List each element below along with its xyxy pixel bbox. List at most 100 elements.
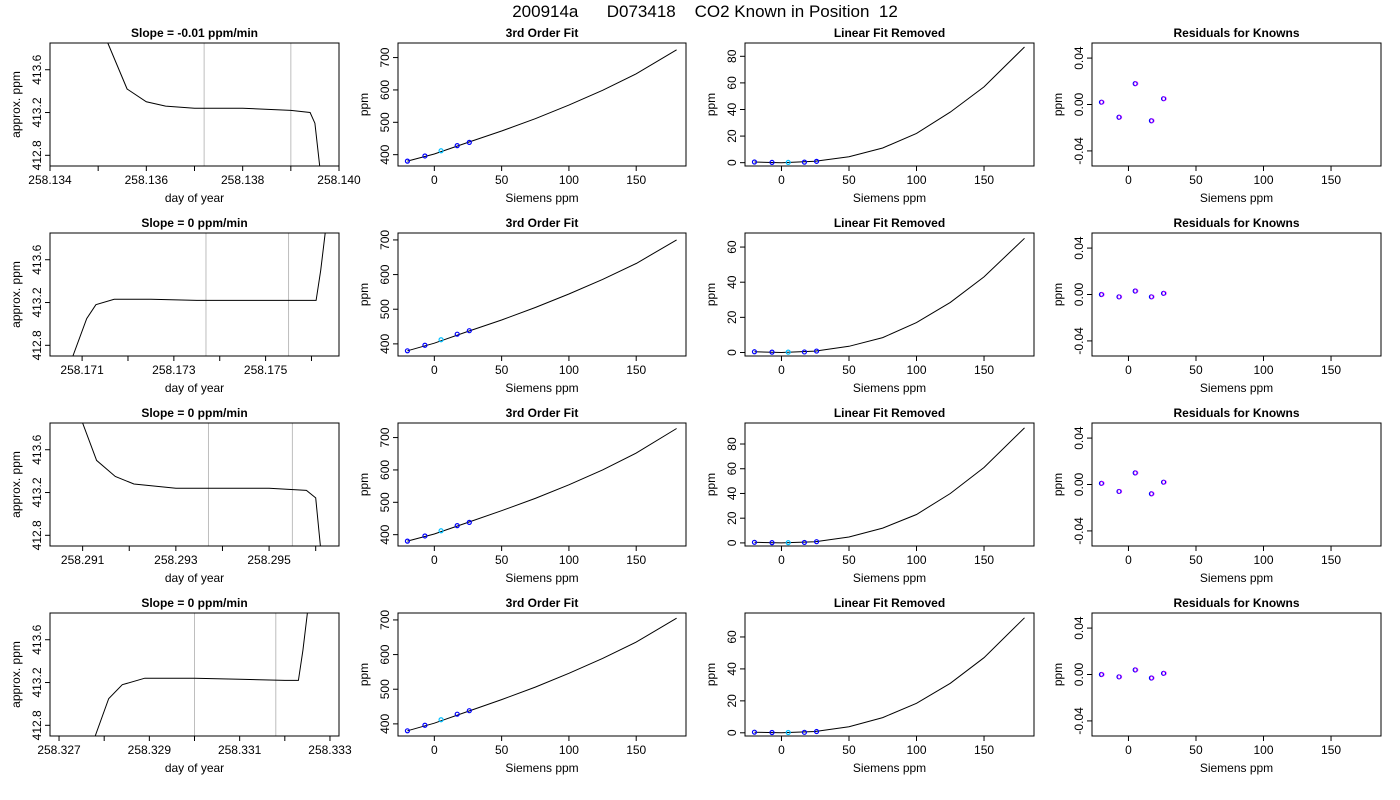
- x-tick-label: 150: [626, 743, 646, 757]
- data-point: [751, 539, 758, 545]
- panel: Linear Fit Removed 0 50 100 150 0 20 40 60 Siemen…: [704, 216, 1035, 395]
- y-tick-label: -0.04: [1072, 327, 1086, 355]
- x-tick-label: 50: [495, 173, 509, 187]
- x-tick-label: 150: [1321, 553, 1341, 567]
- y-axis-label: approx. ppm: [9, 641, 23, 708]
- panel-title: 3rd Order Fit: [506, 406, 579, 420]
- data-point-overlay: [1162, 479, 1167, 485]
- y-axis-label: ppm: [357, 283, 371, 306]
- x-axis-label: Siemens ppm: [1200, 761, 1273, 775]
- x-tick-label: 100: [906, 363, 926, 377]
- plot-frame: [397, 232, 687, 357]
- x-tick-label: 50: [1189, 173, 1203, 187]
- panel: Slope = 0 ppm/min 258.327 258.329 258.331 25…: [9, 596, 352, 775]
- x-tick-label: 0: [778, 743, 785, 757]
- x-tick-label: 50: [1189, 363, 1203, 377]
- y-tick-label: 20: [725, 694, 739, 708]
- y-axis-label: ppm: [704, 283, 718, 306]
- panel: Linear Fit Removed 0 50 100 150 0 20 40 60 80 Siem…: [704, 26, 1035, 205]
- x-tick-label: 0: [431, 743, 438, 757]
- y-tick-label: 413.2: [30, 97, 44, 127]
- data-point: [813, 728, 820, 735]
- y-tick-label: 400: [378, 334, 392, 354]
- data-point-overlay: [1133, 470, 1139, 476]
- x-tick-label: 150: [974, 173, 994, 187]
- data-point: [769, 349, 775, 355]
- data-point: [454, 331, 460, 337]
- fit-curve: [754, 46, 1025, 164]
- data-point-overlay: [1117, 489, 1123, 494]
- plot-area: [1098, 81, 1167, 124]
- data-point: [785, 349, 791, 355]
- data-point: [454, 143, 460, 149]
- plot-frame: [744, 612, 1035, 737]
- x-tick-label: 0: [1125, 173, 1132, 187]
- panel-title: Slope = -0.01 ppm/min: [131, 26, 258, 40]
- y-tick-label: 413.2: [30, 287, 44, 317]
- y-axis-label: ppm: [357, 663, 371, 686]
- x-tick-label: 0: [1125, 553, 1132, 567]
- data-point: [466, 519, 472, 525]
- x-tick-label: 258.291: [61, 553, 105, 567]
- data-point-overlay: [1149, 294, 1155, 300]
- series-line: [107, 43, 321, 166]
- x-tick-label: 258.331: [218, 743, 262, 757]
- y-tick-label: 0: [725, 349, 739, 356]
- panel-title: Slope = 0 ppm/min: [141, 216, 247, 230]
- y-tick-label: 700: [378, 230, 392, 250]
- fit-curve: [407, 239, 677, 352]
- y-tick-label: 400: [378, 144, 392, 164]
- y-axis-label: approx. ppm: [9, 261, 23, 328]
- x-tick-label: 100: [1253, 743, 1273, 757]
- x-tick-label: 258.140: [317, 173, 361, 187]
- data-point-overlay: [1117, 114, 1123, 120]
- x-tick-label: 50: [842, 743, 856, 757]
- y-tick-label: 60: [725, 240, 739, 254]
- data-point: [769, 729, 775, 736]
- y-tick-label: 20: [725, 310, 739, 324]
- y-tick-label: 0: [725, 729, 739, 736]
- data-point: [785, 159, 791, 166]
- panel-title: Linear Fit Removed: [834, 26, 945, 40]
- x-tick-label: 258.327: [37, 743, 81, 757]
- data-point: [422, 342, 428, 348]
- y-tick-label: 0.00: [1072, 472, 1086, 496]
- data-point: [422, 722, 428, 728]
- y-tick-label: -0.04: [1072, 137, 1086, 165]
- y-tick-label: 600: [378, 460, 392, 480]
- x-tick-label: 150: [1321, 173, 1341, 187]
- plot-area: [404, 239, 677, 354]
- y-tick-label: 412.8: [30, 330, 44, 360]
- fit-curve: [754, 237, 1025, 354]
- y-tick-label: 60: [725, 462, 739, 476]
- data-point: [801, 729, 808, 735]
- series-line: [82, 423, 321, 546]
- x-tick-label: 0: [778, 173, 785, 187]
- data-point-overlay: [1162, 96, 1167, 102]
- x-tick-label: 258.293: [154, 553, 198, 567]
- x-tick-label: 100: [559, 553, 579, 567]
- x-tick-label: 0: [431, 173, 438, 187]
- x-tick-label: 150: [1321, 743, 1341, 757]
- x-tick-label: 50: [842, 553, 856, 567]
- y-tick-label: 700: [378, 610, 392, 630]
- y-tick-label: 412.8: [30, 520, 44, 550]
- data-point: [751, 729, 758, 735]
- x-axis-label: day of year: [165, 571, 224, 585]
- y-tick-label: 413.2: [30, 477, 44, 507]
- data-point-overlay: [1099, 99, 1105, 105]
- x-tick-label: 100: [1253, 173, 1273, 187]
- y-axis-label: ppm: [1051, 283, 1065, 306]
- x-axis-label: Siemens ppm: [853, 571, 926, 585]
- x-tick-label: 258.136: [125, 173, 169, 187]
- series-line: [72, 233, 326, 356]
- data-point-overlay: [1133, 288, 1139, 294]
- panel-title: 3rd Order Fit: [506, 596, 579, 610]
- data-point: [422, 533, 428, 539]
- panel: Residuals for Knowns 0 50 100 150 -0.04 0.00 0.…: [1051, 26, 1382, 205]
- x-axis-label: Siemens ppm: [853, 381, 926, 395]
- panel: Slope = 0 ppm/min 258.171 258.173 258.175 41…: [9, 216, 340, 395]
- fit-curve: [407, 49, 677, 162]
- plot-frame: [49, 232, 340, 357]
- x-tick-label: 0: [1125, 363, 1132, 377]
